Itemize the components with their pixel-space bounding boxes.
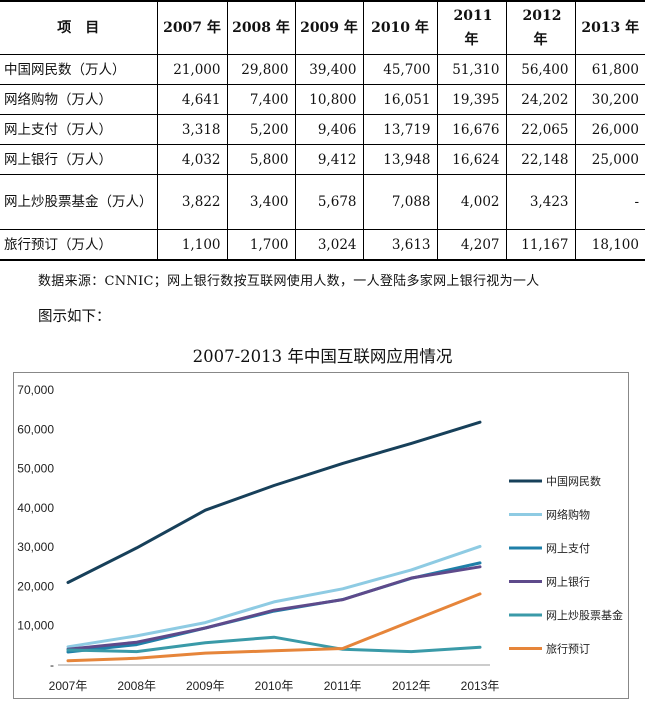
table-cell: 3,024 bbox=[294, 229, 364, 261]
table-cell: 4,207 bbox=[436, 229, 507, 261]
table-cell: 16,624 bbox=[436, 144, 507, 175]
legend-label: 网上炒股票基金 bbox=[546, 608, 623, 622]
legend-label: 中国网民数 bbox=[546, 475, 601, 488]
table-cell: 3,613 bbox=[362, 229, 438, 261]
header-cell: 2013 年 bbox=[574, 0, 645, 55]
x-tick-label: 2007年 bbox=[49, 679, 88, 693]
table-cell: 10,800 bbox=[294, 84, 364, 115]
row-label: 网上支付（万人） bbox=[0, 114, 158, 145]
table-cell: 11,167 bbox=[505, 229, 576, 261]
table-cell: 1,700 bbox=[226, 229, 296, 261]
x-tick-label: 2008年 bbox=[117, 679, 156, 693]
y-tick-label: - bbox=[50, 658, 54, 672]
x-tick-label: 2009年 bbox=[186, 679, 225, 693]
table-cell: 29,800 bbox=[226, 54, 296, 85]
table-cell: 22,148 bbox=[505, 144, 576, 175]
table-header-row: 项 目 2007 年 2008 年 2009 年 2010 年 2011 年 2… bbox=[0, 0, 645, 55]
legend-label: 旅行预订 bbox=[546, 642, 590, 656]
table-cell: 4,032 bbox=[156, 144, 228, 175]
row-label: 网上炒股票基金（万人） bbox=[0, 174, 158, 230]
table-row: 网络购物（万人） 4,641 7,400 10,800 16,051 19,39… bbox=[0, 84, 645, 115]
table-cell: 13,719 bbox=[362, 114, 438, 145]
table-cell: 3,423 bbox=[505, 174, 576, 230]
table-cell: 3,400 bbox=[226, 174, 296, 230]
y-tick-label: 50,000 bbox=[17, 462, 54, 476]
y-tick-label: 60,000 bbox=[17, 422, 54, 436]
series-line bbox=[66, 592, 482, 663]
table-cell: 21,000 bbox=[156, 54, 228, 85]
x-tick-label: 2010年 bbox=[255, 679, 294, 693]
y-tick-label: 40,000 bbox=[17, 501, 54, 515]
table-cell: 30,200 bbox=[574, 84, 645, 115]
table-cell: 5,800 bbox=[226, 144, 296, 175]
table-cell: 56,400 bbox=[505, 54, 576, 85]
series-line bbox=[66, 420, 482, 584]
row-label: 网上银行（万人） bbox=[0, 144, 158, 175]
table-cell: 16,051 bbox=[362, 84, 438, 115]
table-cell: 22,065 bbox=[505, 114, 576, 145]
header-cell: 2012 年 bbox=[505, 0, 576, 55]
table-cell: 5,200 bbox=[226, 114, 296, 145]
table-cell: 61,800 bbox=[574, 54, 645, 85]
row-label: 旅行预订（万人） bbox=[0, 229, 158, 261]
table-cell: 1,100 bbox=[156, 229, 228, 261]
table-cell: 18,100 bbox=[574, 229, 645, 261]
y-tick-label: 30,000 bbox=[17, 540, 54, 554]
y-tick-label: 70,000 bbox=[17, 383, 54, 397]
source-note: 数据来源：CNNIC；网上银行数按互联网使用人数，一人登陆多家网上银行视为一人 bbox=[38, 274, 540, 289]
x-tick-label: 2012年 bbox=[392, 679, 431, 693]
table-row: 网上银行（万人） 4,032 5,800 9,412 13,948 16,624… bbox=[0, 144, 645, 175]
table-cell: 9,412 bbox=[294, 144, 364, 175]
header-cell: 2011 年 bbox=[436, 0, 507, 55]
header-cell: 2009 年 bbox=[294, 0, 364, 55]
table-cell: 45,700 bbox=[362, 54, 438, 85]
table-row: 网上炒股票基金（万人） 3,822 3,400 5,678 7,088 4,00… bbox=[0, 174, 645, 230]
legend-label: 网络购物 bbox=[546, 508, 590, 522]
header-cell: 项 目 bbox=[0, 0, 158, 55]
header-cell: 2008 年 bbox=[226, 0, 296, 55]
table-row: 旅行预订（万人） 1,100 1,700 3,024 3,613 4,207 1… bbox=[0, 229, 645, 261]
y-tick-label: 20,000 bbox=[17, 579, 54, 593]
table-cell: 24,202 bbox=[505, 84, 576, 115]
chart-frame: - 10,000 20,000 30,000 40,000 50,000 60,000 70,… bbox=[13, 372, 629, 699]
series-line bbox=[66, 565, 482, 651]
row-label: 中国网民数（万人） bbox=[0, 54, 158, 85]
table-cell: 19,395 bbox=[436, 84, 507, 115]
table-cell: 16,676 bbox=[436, 114, 507, 145]
data-table: 项 目 2007 年 2008 年 2009 年 2010 年 2011 年 2… bbox=[0, 0, 645, 261]
header-cell: 2010 年 bbox=[362, 0, 438, 55]
table-cell: 39,400 bbox=[294, 54, 364, 85]
figure-label: 图示如下： bbox=[38, 309, 111, 325]
table-cell: 5,678 bbox=[294, 174, 364, 230]
table-cell: 4,002 bbox=[436, 174, 507, 230]
x-tick-label: 2011年 bbox=[324, 679, 362, 693]
line-chart: - 10,000 20,000 30,000 40,000 50,000 60,000 70,… bbox=[17, 383, 623, 693]
table-row: 网上支付（万人） 3,318 5,200 9,406 13,719 16,676… bbox=[0, 114, 645, 145]
table-cell: 7,088 bbox=[362, 174, 438, 230]
legend-label: 网上银行 bbox=[546, 575, 590, 589]
table-cell: 9,406 bbox=[294, 114, 364, 145]
table-cell: 7,400 bbox=[226, 84, 296, 115]
x-tick-label: 2013年 bbox=[461, 679, 500, 693]
header-cell: 2007 年 bbox=[156, 0, 228, 55]
y-tick-label: 10,000 bbox=[17, 619, 54, 633]
series-line bbox=[66, 544, 482, 649]
table-cell: - bbox=[574, 174, 645, 230]
legend-label: 网上支付 bbox=[546, 542, 590, 555]
table-cell: 13,948 bbox=[362, 144, 438, 175]
table-cell: 51,310 bbox=[436, 54, 507, 85]
table-cell: 3,318 bbox=[156, 114, 228, 145]
table-cell: 4,641 bbox=[156, 84, 228, 115]
table-cell: 3,822 bbox=[156, 174, 228, 230]
row-label: 网络购物（万人） bbox=[0, 84, 158, 115]
series-line bbox=[66, 635, 482, 654]
chart-title: 2007-2013 年中国互联网应用情况 bbox=[192, 347, 453, 366]
table-cell: 26,000 bbox=[574, 114, 645, 145]
table-cell: 25,000 bbox=[574, 144, 645, 175]
table-row: 中国网民数（万人） 21,000 29,800 39,400 45,700 51… bbox=[0, 54, 645, 85]
